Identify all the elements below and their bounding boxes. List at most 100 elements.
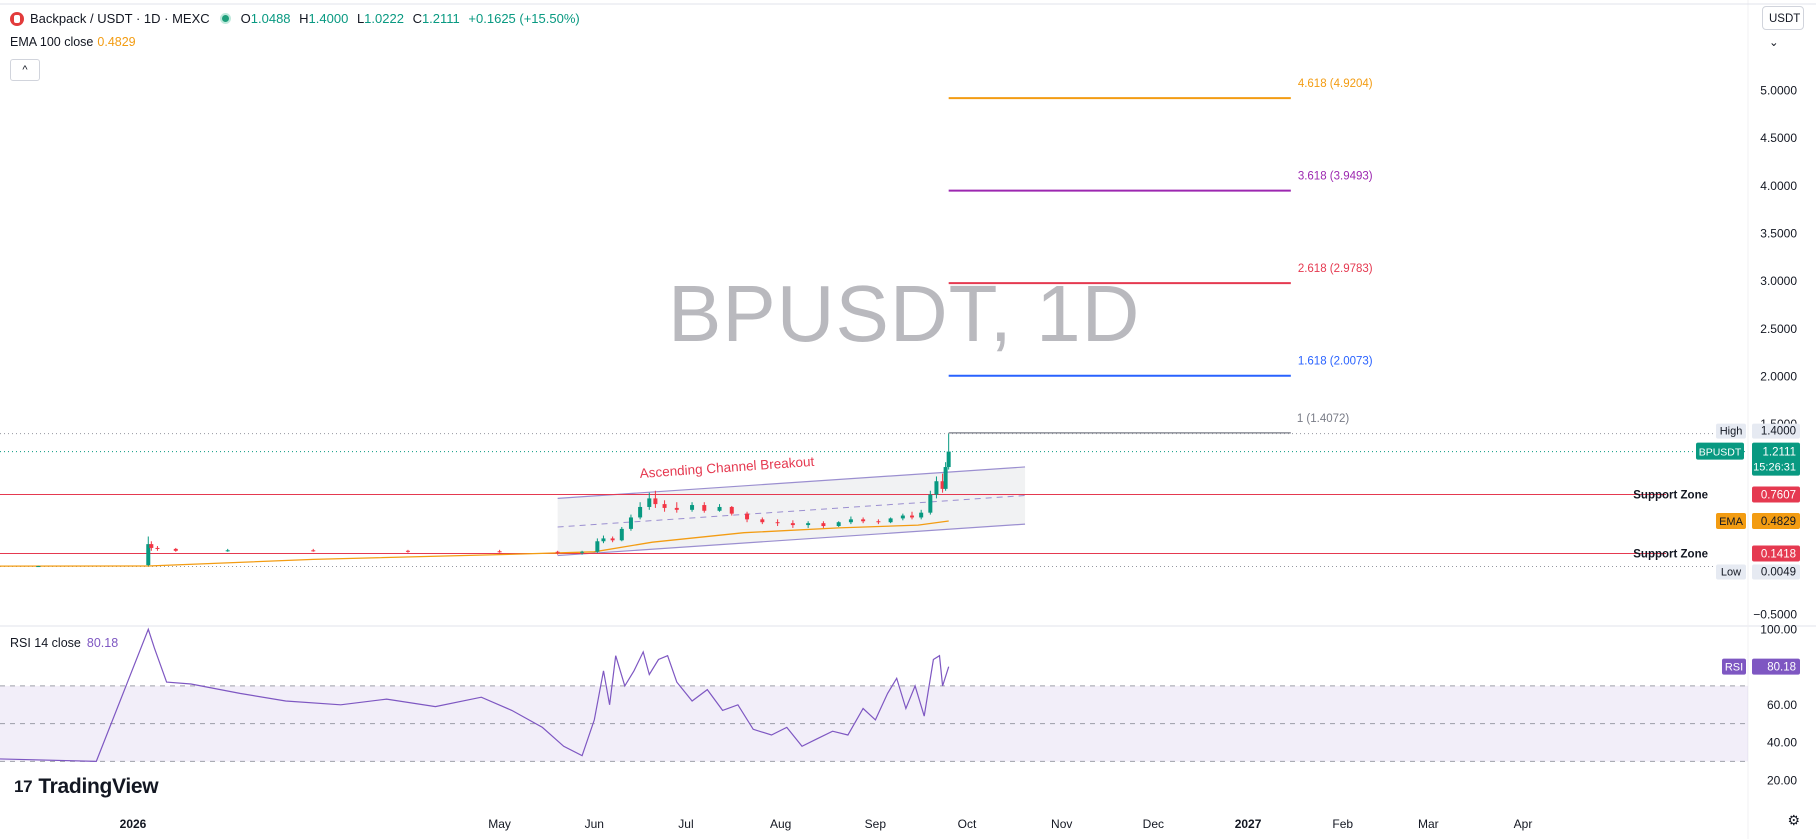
rsi-tag-value: 80.18 [1767, 662, 1796, 674]
time-axis-label: May [488, 817, 511, 831]
high-value: 1.4000 [308, 11, 349, 26]
candle-body [555, 551, 560, 553]
fib-level-label: 4.618 (4.9204) [1298, 78, 1373, 90]
candle-body [662, 504, 667, 508]
rsi-tag-label: RSI [1725, 662, 1743, 674]
candle-body [888, 518, 893, 523]
channel-mid-line [557, 495, 1026, 528]
symbol-price-tag-label-bg [1696, 442, 1744, 460]
candle-body [928, 494, 933, 513]
candle-body [690, 505, 695, 510]
time-axis-label: Feb [1332, 817, 1353, 831]
tradingview-wordmark: TradingView [38, 775, 159, 798]
candle-body [653, 498, 658, 505]
candle-body [910, 515, 915, 518]
chevron-up-icon: ^ [22, 64, 28, 76]
close-value: 1.2111 [421, 11, 460, 26]
candle-body [940, 481, 945, 489]
ema-tag-value: 0.4829 [1761, 516, 1796, 528]
time-axis-label: Jul [678, 817, 693, 831]
ema-indicator-value: 0.4829 [97, 35, 136, 49]
market-status-icon [219, 13, 231, 24]
candle-body [806, 523, 811, 526]
candle-body [610, 538, 615, 541]
price-axis-label: 2.5000 [1760, 322, 1797, 336]
time-axis-label: Dec [1143, 817, 1164, 831]
gear-icon[interactable]: ⚙ [1787, 812, 1800, 828]
tradingview-mark-icon: 17 [14, 777, 33, 796]
support-zone-label: Support Zone [1633, 490, 1708, 502]
rsi-tag [1752, 658, 1800, 675]
ema-tag [1752, 512, 1800, 529]
candle-body [760, 519, 765, 523]
candle-body [619, 528, 624, 541]
close-label: C [412, 11, 422, 26]
candle-body [155, 547, 160, 549]
collapse-legend-button[interactable]: ^ [10, 59, 40, 81]
candle-body [745, 513, 750, 520]
price-axis-label: −0.5000 [1753, 608, 1797, 622]
candle-body [848, 519, 853, 523]
rsi-indicator-legend[interactable]: RSI 14 close 80.18 [10, 636, 118, 650]
currency-select[interactable]: USDT ⌄ [1762, 6, 1804, 49]
extreme-tag [1752, 423, 1800, 439]
candle-body [173, 548, 178, 551]
candle-body [601, 538, 606, 542]
candle-body [717, 506, 722, 511]
chevron-down-icon: ⌄ [1769, 37, 1779, 49]
candle-body [934, 481, 939, 495]
candle-body [405, 550, 410, 552]
time-axis-label: Aug [770, 817, 791, 831]
candle-body [36, 566, 41, 568]
candle-body [876, 521, 881, 523]
price-axis-label: 5.0000 [1760, 84, 1797, 98]
open-value: 1.0488 [250, 11, 291, 26]
support-zone-tag [1752, 486, 1800, 503]
low-value: 1.0222 [364, 11, 404, 26]
high-label: H [299, 11, 309, 26]
rsi-axis-label: 60.00 [1767, 698, 1797, 712]
rsi-indicator-value: 80.18 [86, 636, 119, 650]
symbol-header: Backpack / USDT · 1D · MEXC O1.0488 H1.4… [10, 11, 585, 26]
candle-body [311, 550, 316, 552]
symbol-title[interactable]: Backpack / USDT · 1D · MEXC [30, 11, 210, 26]
candle-body [146, 544, 151, 566]
price-axis-label: 3.0000 [1760, 274, 1797, 288]
candle-body [775, 522, 780, 524]
extreme-tag-value: 1.4000 [1761, 426, 1796, 438]
candle-body [638, 506, 643, 518]
fib-level-label: 3.618 (3.9493) [1298, 171, 1373, 183]
candle-body [628, 517, 633, 529]
change-value: +0.1625 (+15.50%) [468, 11, 580, 26]
time-axis-label: 2027 [1235, 817, 1262, 831]
time-axis-label: Nov [1051, 817, 1072, 831]
ema-indicator-label: EMA 100 close [10, 35, 94, 49]
candle-body [595, 541, 600, 552]
candle-body [729, 506, 734, 514]
extreme-tag-label-bg [1716, 564, 1746, 580]
open-label: O [240, 11, 251, 26]
rsi-axis-label: 20.00 [1767, 773, 1797, 787]
extreme-tag-label: Low [1721, 567, 1741, 579]
candle-body [580, 551, 585, 553]
ema-indicator-legend[interactable]: EMA 100 close 0.4829 [10, 35, 136, 49]
channel-annotation: Ascending Channel Breakout [639, 454, 815, 481]
fib-level-label: 2.618 (2.9783) [1298, 263, 1373, 275]
candle-body [225, 550, 230, 552]
channel-lower-line [557, 523, 1026, 557]
support-zone-value: 0.7607 [1761, 490, 1796, 502]
symbol-price-tag-label: BPUSDT [1699, 447, 1742, 459]
candle-body [836, 522, 841, 527]
ema-tag-label: EMA [1719, 516, 1744, 528]
candle-body [702, 505, 707, 511]
last-price-tag [1752, 442, 1800, 476]
extreme-tag-value: 0.0049 [1761, 567, 1796, 579]
rsi-line [0, 627, 950, 763]
rsi-indicator-label: RSI 14 close [10, 636, 81, 650]
support-zone-tag [1752, 545, 1800, 562]
tradingview-logo[interactable]: 17 TradingView [14, 775, 159, 799]
support-zone-label: Support Zone [1633, 548, 1708, 560]
time-axis-label: Sep [865, 817, 887, 831]
ohlc-values: O1.0488 H1.4000 L1.0222 C1.2111 +0.1625 … [241, 11, 585, 26]
